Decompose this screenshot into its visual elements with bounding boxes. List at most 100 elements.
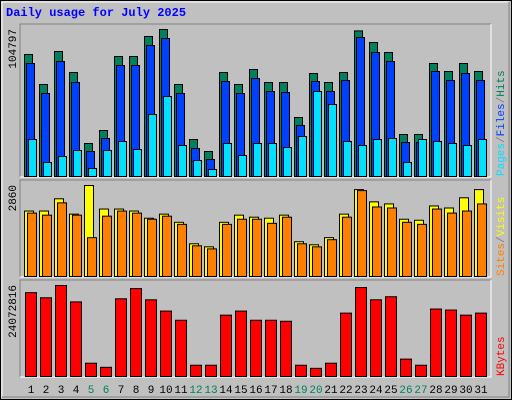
bar (253, 142, 262, 177)
bar (222, 223, 232, 278)
x-tick-label: 1 (28, 385, 35, 397)
bar (162, 215, 172, 278)
bar (27, 212, 37, 277)
x-tick-label: 4 (73, 385, 80, 397)
bar (163, 96, 172, 177)
bar (42, 214, 52, 277)
x-tick-label: 7 (118, 385, 125, 397)
bar (477, 203, 487, 277)
bar (58, 155, 67, 178)
x-tick-label: 18 (279, 385, 292, 397)
x-tick-label: 28 (429, 385, 442, 397)
bar (448, 142, 457, 177)
x-tick-label: 16 (249, 385, 262, 397)
bar (148, 114, 157, 177)
bar (447, 212, 457, 277)
bar (417, 223, 427, 278)
x-tick-label: 30 (459, 385, 472, 397)
bar (145, 299, 157, 378)
x-tick-label: 13 (204, 385, 217, 397)
bar (325, 362, 337, 377)
legend-entry: Pages (496, 143, 508, 176)
bar (462, 210, 472, 277)
bar (372, 206, 382, 278)
bar (178, 145, 187, 177)
bar (85, 362, 97, 377)
bar (238, 155, 247, 178)
x-tick-label: 23 (354, 385, 367, 397)
bar (132, 212, 142, 277)
bar (43, 162, 52, 177)
bar (205, 364, 217, 378)
bar (370, 299, 382, 378)
bar (282, 216, 292, 277)
bar (55, 285, 67, 377)
bar (220, 314, 232, 378)
bar (400, 358, 412, 377)
legend-separator: / (496, 236, 508, 243)
bar (475, 312, 487, 377)
bar (207, 248, 217, 278)
x-tick-label: 29 (444, 385, 457, 397)
legend-entry: Hits (496, 70, 508, 96)
bar (328, 103, 337, 177)
bar (312, 246, 322, 278)
bar (418, 138, 427, 177)
bar (190, 364, 202, 378)
legend: Pages/Files/Hits (496, 70, 508, 176)
x-tick-label: 31 (474, 385, 488, 397)
bar (250, 319, 262, 378)
bar (297, 243, 307, 277)
y-tick-label: 104797 (8, 29, 20, 69)
x-tick-label: 22 (339, 385, 352, 397)
chart-title: Daily usage for July 2025 (6, 6, 186, 20)
bar (40, 297, 52, 377)
bar (343, 141, 352, 177)
bar (355, 287, 367, 377)
bar (25, 292, 37, 377)
bar (478, 138, 487, 177)
bar (177, 223, 187, 278)
bar (88, 168, 97, 178)
x-tick-label: 10 (159, 385, 172, 397)
y-tick-label: 24072816 (8, 285, 20, 338)
panel-shadow (19, 23, 491, 177)
bar (340, 312, 352, 377)
legend-entry: Files (496, 103, 508, 136)
x-tick-label: 26 (399, 385, 412, 397)
bar (117, 210, 127, 277)
bar (373, 138, 382, 177)
bar (280, 320, 292, 377)
bar (115, 298, 127, 378)
legend-separator: / (496, 97, 508, 104)
bar (387, 207, 397, 277)
bar (57, 202, 67, 277)
legend-entry: KBytes (496, 336, 508, 376)
bar (130, 288, 142, 377)
x-tick-label: 12 (189, 385, 202, 397)
bar (160, 310, 172, 378)
x-tick-label: 17 (264, 385, 277, 397)
x-tick-label: 3 (58, 385, 65, 397)
bar (358, 145, 367, 177)
bar (385, 296, 397, 377)
bar (102, 215, 112, 278)
bar (403, 162, 412, 177)
panel-shadow (19, 179, 491, 277)
bar (118, 141, 127, 177)
bar (415, 364, 427, 378)
bar (252, 218, 262, 278)
bar (193, 159, 202, 177)
bar (313, 90, 322, 177)
bar (388, 138, 397, 177)
bar (70, 301, 82, 378)
legend-separator: / (496, 136, 508, 143)
bar (463, 145, 472, 177)
legend: KBytes (496, 336, 508, 376)
bar (223, 142, 232, 177)
x-tick-label: 24 (369, 385, 383, 397)
bar (445, 309, 457, 377)
